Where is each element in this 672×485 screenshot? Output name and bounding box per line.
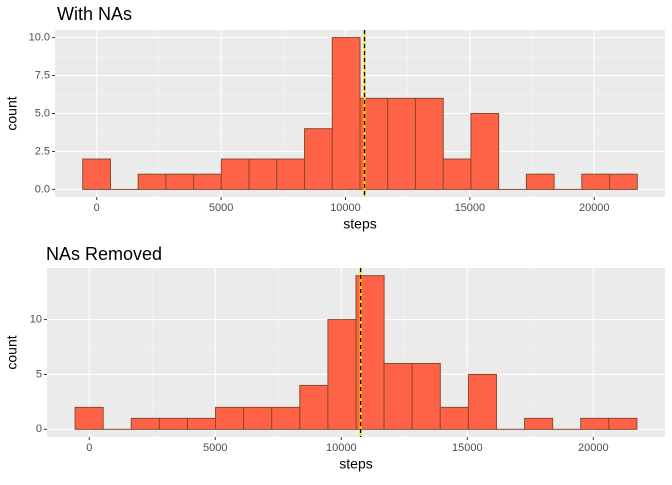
bar xyxy=(249,159,277,189)
bar xyxy=(415,98,443,189)
bar xyxy=(384,363,412,429)
chart-title: With NAs xyxy=(57,4,132,24)
bar xyxy=(159,418,187,429)
bar xyxy=(75,407,103,429)
bar xyxy=(443,159,471,189)
y-tick-label: 5 xyxy=(36,368,42,380)
chart-title: NAs Removed xyxy=(46,244,162,264)
bar xyxy=(244,407,272,429)
bar xyxy=(412,363,440,429)
bar xyxy=(272,407,300,429)
bar xyxy=(305,129,333,190)
x-tick-label: 5000 xyxy=(209,202,233,214)
bar xyxy=(328,320,356,430)
x-axis-label: steps xyxy=(343,216,376,232)
bar xyxy=(609,418,637,429)
bar xyxy=(300,385,328,429)
y-axis-label: count xyxy=(4,96,20,130)
y-tick-label: 7.5 xyxy=(35,69,50,81)
bar xyxy=(187,418,215,429)
x-tick-label: 10000 xyxy=(330,202,361,214)
bar xyxy=(525,418,553,429)
y-tick-label: 2.5 xyxy=(35,145,50,157)
bar xyxy=(83,159,111,189)
bar xyxy=(581,418,609,429)
x-tick-label: 15000 xyxy=(455,202,486,214)
y-tick-label: 0.0 xyxy=(35,183,50,195)
y-tick-label: 10.0 xyxy=(29,31,50,43)
bar xyxy=(582,174,610,189)
bar xyxy=(610,174,638,189)
bar xyxy=(440,407,468,429)
bar xyxy=(194,174,222,189)
x-tick-label: 5000 xyxy=(203,442,227,454)
y-tick-label: 0 xyxy=(36,423,42,435)
bar xyxy=(216,407,244,429)
y-axis-label: count xyxy=(4,335,20,369)
bar xyxy=(131,418,159,429)
bar xyxy=(277,159,305,189)
x-tick-label: 20000 xyxy=(579,202,610,214)
bar xyxy=(526,174,554,189)
bar xyxy=(166,174,194,189)
bar xyxy=(138,174,166,189)
bar xyxy=(221,159,249,189)
x-tick-label: 20000 xyxy=(578,442,609,454)
x-tick-label: 0 xyxy=(94,202,100,214)
bar xyxy=(388,98,416,189)
x-tick-label: 0 xyxy=(86,442,92,454)
x-tick-label: 15000 xyxy=(452,442,483,454)
y-tick-label: 10 xyxy=(30,313,42,325)
bar xyxy=(471,114,499,190)
bar xyxy=(332,38,360,190)
x-axis-label: steps xyxy=(339,456,372,472)
y-tick-label: 5.0 xyxy=(35,107,50,119)
x-tick-label: 10000 xyxy=(326,442,357,454)
bar xyxy=(468,374,496,429)
